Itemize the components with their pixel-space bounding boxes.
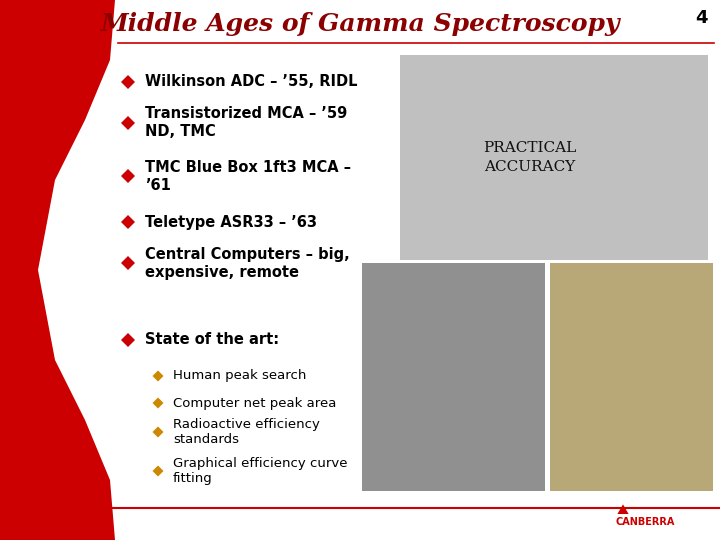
Polygon shape [0, 0, 115, 540]
Polygon shape [618, 504, 629, 514]
Text: Teletype ASR33 – ’63: Teletype ASR33 – ’63 [145, 214, 317, 230]
FancyBboxPatch shape [362, 263, 545, 491]
Polygon shape [121, 169, 135, 183]
Text: State of the art:: State of the art: [145, 333, 279, 348]
Polygon shape [153, 465, 163, 476]
Text: Transistorized MCA – ’59
ND, TMC: Transistorized MCA – ’59 ND, TMC [145, 106, 347, 139]
Polygon shape [121, 116, 135, 130]
Polygon shape [153, 427, 163, 437]
Text: CANBERRA: CANBERRA [616, 517, 675, 527]
Polygon shape [121, 75, 135, 89]
Polygon shape [153, 370, 163, 381]
Text: PRACTICAL
ACCURACY: PRACTICAL ACCURACY [482, 141, 576, 174]
Polygon shape [121, 333, 135, 347]
Text: Human peak search: Human peak search [173, 369, 307, 382]
Text: TMC Blue Box 1ft3 MCA –
’61: TMC Blue Box 1ft3 MCA – ’61 [145, 159, 351, 192]
Text: 4: 4 [696, 9, 708, 27]
FancyBboxPatch shape [550, 263, 713, 491]
Text: Central Computers – big,
expensive, remote: Central Computers – big, expensive, remo… [145, 246, 350, 280]
Polygon shape [121, 215, 135, 229]
Text: Computer net peak area: Computer net peak area [173, 396, 336, 409]
Text: Graphical efficiency curve
fitting: Graphical efficiency curve fitting [173, 457, 348, 485]
Polygon shape [121, 256, 135, 270]
Text: Wilkinson ADC – ’55, RIDL: Wilkinson ADC – ’55, RIDL [145, 75, 358, 90]
FancyBboxPatch shape [400, 55, 708, 260]
Text: Middle Ages of Gamma Spectroscopy: Middle Ages of Gamma Spectroscopy [100, 12, 620, 36]
Polygon shape [153, 397, 163, 408]
Text: Radioactive efficiency
standards: Radioactive efficiency standards [173, 418, 320, 446]
